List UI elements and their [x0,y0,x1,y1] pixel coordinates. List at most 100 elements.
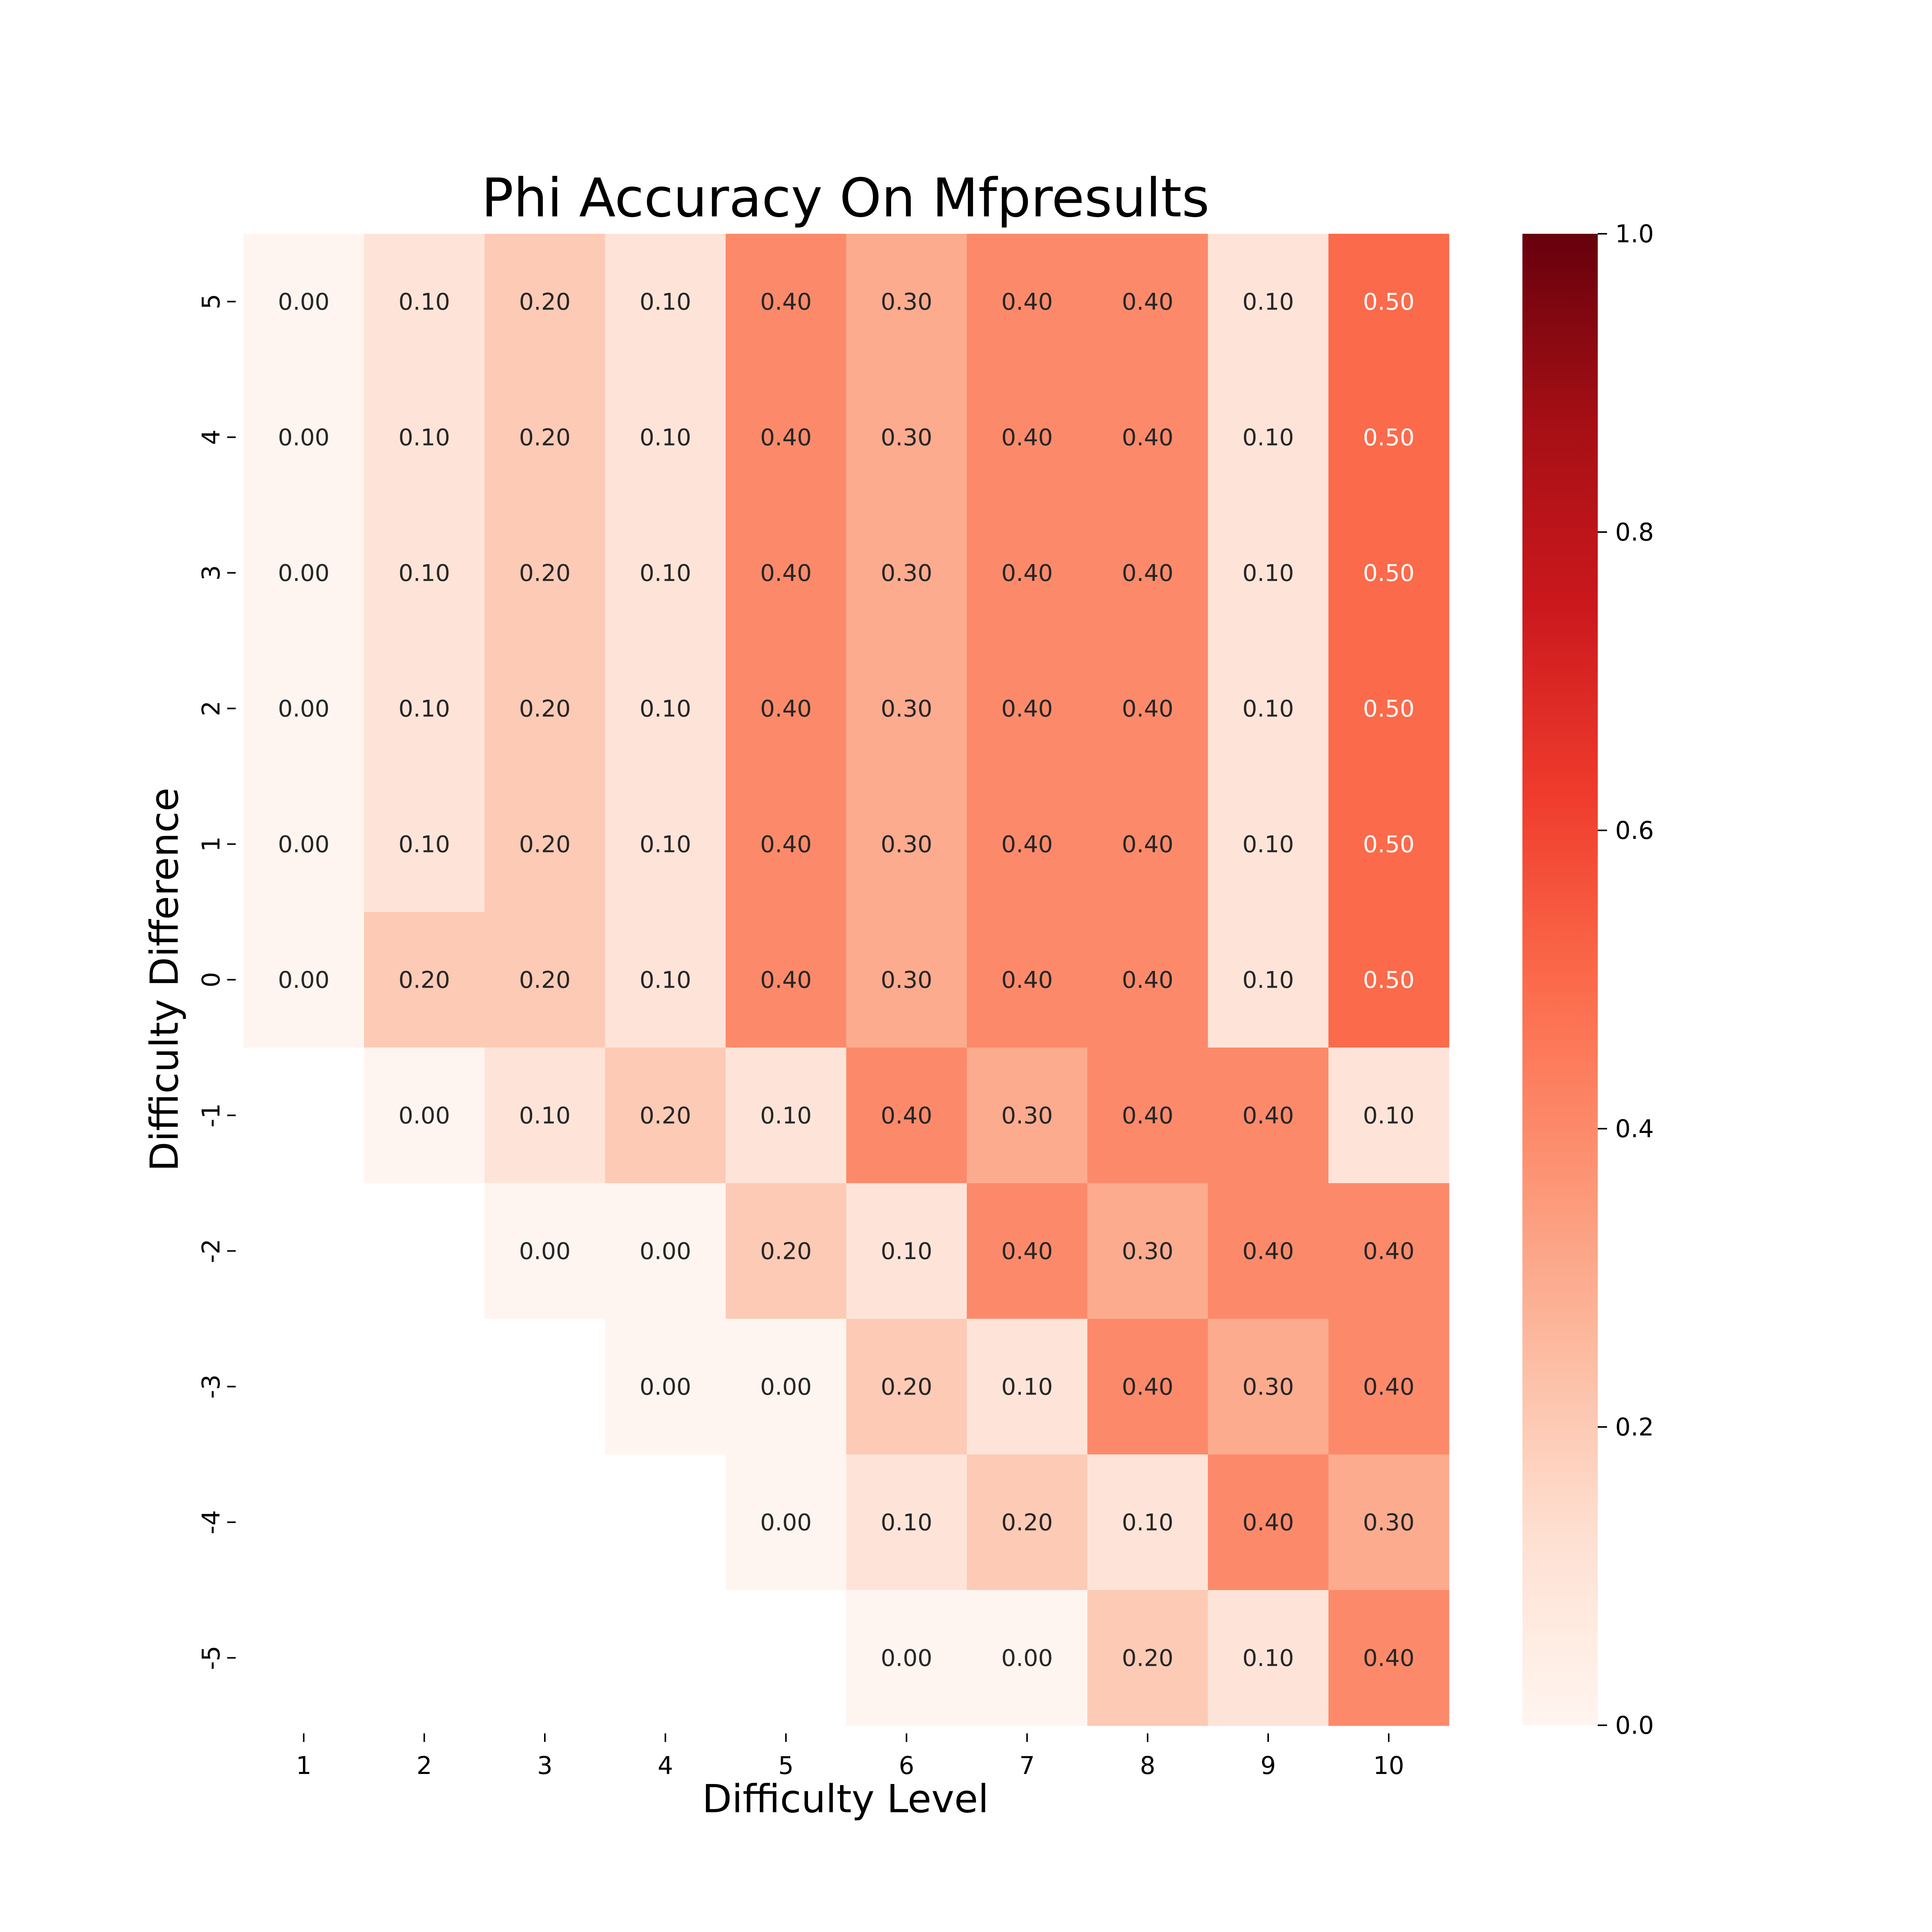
heatmap-cell [1208,912,1329,1048]
heatmap-cell [1328,912,1449,1048]
cell-value-label: 0.20 [881,1374,932,1401]
y-tick-label: 3 [197,565,225,580]
cell-value-label: 0.20 [519,424,571,451]
heatmap-cell [846,1590,967,1726]
cell-value-label: 0.10 [1242,696,1294,723]
x-axis-ticks: 1 2 3 4 5 6 7 8 9 10 [296,1733,1404,1780]
cell-value-label: 0.30 [881,696,932,723]
heatmap-cell [967,1454,1088,1590]
heatmap-cell [605,776,726,912]
heatmap-cell [1208,1048,1329,1184]
heatmap-cell [364,1048,485,1184]
cell-value-label: 0.50 [1363,560,1415,587]
heatmap-cell [485,505,605,641]
cell-value-label: 0.00 [278,831,330,858]
cell-value-label: 0.10 [639,696,691,723]
cell-value-label: 0.10 [1242,560,1294,587]
y-axis-ticks: 5 4 3 2 1 0 -1 -2 -3 -4 -5 [197,294,236,1670]
x-axis-title: Difficulty Level [702,1776,989,1821]
heatmap-cell [967,234,1088,370]
x-tick-label: 2 [417,1752,432,1780]
heatmap-cell [1208,1319,1329,1455]
heatmap-cell [485,912,605,1048]
cell-value-label: 0.50 [1363,831,1415,858]
y-tick-label: 1 [197,836,225,852]
heatmap-cell [1328,1183,1449,1319]
heatmap-cell [605,1183,726,1319]
heatmap-cell [846,1183,967,1319]
heatmap-cell [485,1183,605,1319]
cell-value-label: 0.40 [1001,831,1053,858]
cell-value-label: 0.30 [881,289,932,316]
heatmap-cell [967,912,1088,1048]
y-tick-label: -5 [197,1646,225,1670]
heatmap-cell [364,912,485,1048]
heatmap-cell [1087,369,1208,505]
cell-value-label: 0.30 [881,560,932,587]
heatmap-cell [1328,641,1449,777]
heatmap-cell [1328,1454,1449,1590]
cell-value-label: 0.40 [1122,1102,1173,1129]
cell-value-label: 0.20 [519,967,571,994]
cell-value-label: 0.40 [1001,1238,1053,1265]
heatmap-cell [605,1048,726,1184]
cell-value-label: 0.40 [1001,967,1053,994]
y-tick-label: 5 [197,294,225,309]
cell-value-label: 0.50 [1363,696,1415,723]
heatmap-cell [846,776,967,912]
heatmap-cell [967,1319,1088,1455]
y-tick-label: 2 [197,701,225,716]
cell-value-label: 0.40 [881,1102,932,1129]
x-tick-label: 3 [537,1752,553,1780]
heatmap-cell [846,641,967,777]
cell-value-label: 0.40 [1363,1238,1415,1265]
heatmap-cell [1087,1183,1208,1319]
cell-value-label: 0.40 [1363,1645,1415,1672]
heatmap-cell [605,1319,726,1455]
cell-value-label: 0.10 [1242,831,1294,858]
cell-value-label: 0.40 [1001,696,1053,723]
heatmap-cell [967,776,1088,912]
heatmap-cell [846,505,967,641]
heatmap-cell [1328,1048,1449,1184]
heatmap-cell [605,505,726,641]
heatmap-cell [485,1048,605,1184]
heatmap-cell-labels: 0.00 0.10 0.20 0.10 0.40 0.30 0.40 0.40 0.10 0.50… [278,289,1415,1672]
cell-value-label: 0.50 [1363,424,1415,451]
cell-value-label: 0.10 [398,696,450,723]
heatmap-cell [967,1183,1088,1319]
cell-value-label: 0.40 [1122,1374,1173,1401]
cell-value-label: 0.30 [881,967,932,994]
heatmap-cell [243,234,364,370]
heatmap-cell [1208,369,1329,505]
cell-value-label: 0.00 [639,1238,691,1265]
y-tick-label: -3 [197,1374,225,1399]
heatmap-cell [726,776,847,912]
cell-value-label: 0.00 [639,1374,691,1401]
cell-value-label: 0.10 [1242,967,1294,994]
cell-value-label: 0.00 [398,1102,450,1129]
x-tick-label: 9 [1260,1752,1276,1780]
heatmap-cell [726,912,847,1048]
cell-value-label: 0.20 [519,289,571,316]
heatmap-cell [243,776,364,912]
colorbar-tick-label: 0.2 [1615,1413,1654,1441]
heatmap-cell [967,641,1088,777]
heatmap-cell [1328,369,1449,505]
cell-value-label: 0.20 [760,1238,812,1265]
cell-value-label: 0.10 [639,967,691,994]
cell-value-label: 0.40 [1363,1374,1415,1401]
cell-value-label: 0.00 [1001,1645,1053,1672]
cell-value-label: 0.10 [1242,1645,1294,1672]
cell-value-label: 0.40 [1122,696,1173,723]
cell-value-label: 0.10 [519,1102,571,1129]
cell-value-label: 0.30 [881,831,932,858]
colorbar-tick-label: 0.0 [1615,1711,1654,1740]
x-tick-label: 5 [778,1752,794,1780]
heatmap-cell [485,776,605,912]
cell-value-label: 0.30 [1122,1238,1173,1265]
y-tick-label: -1 [197,1103,225,1128]
chart-title: Phi Accuracy On Mfpresults [481,167,1209,229]
cell-value-label: 0.40 [760,424,812,451]
